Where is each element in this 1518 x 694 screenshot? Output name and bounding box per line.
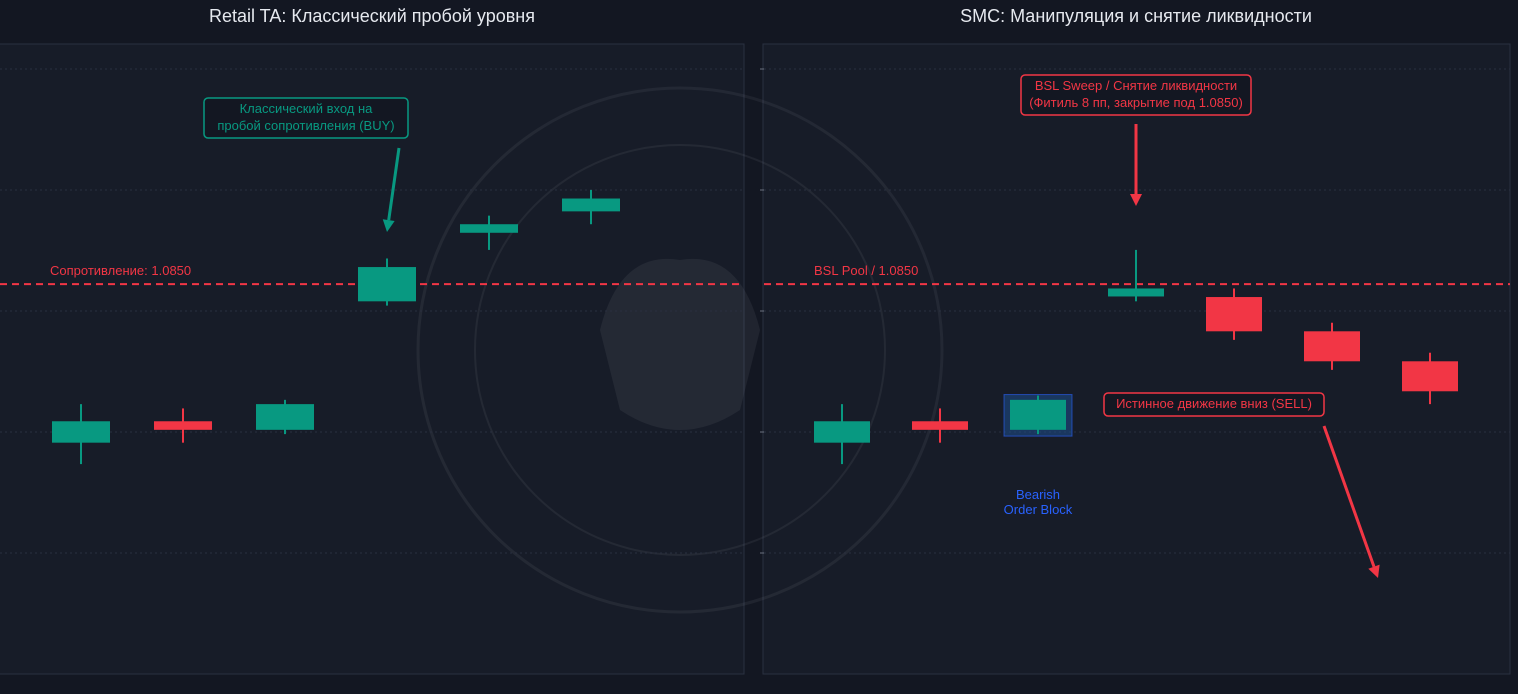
annotation: Классический вход на пробой сопротивления… <box>203 97 409 232</box>
candle-body <box>1206 297 1262 332</box>
order-block-label: Bearish <box>1016 487 1060 502</box>
right-grid <box>760 68 1510 554</box>
annotation-text: пробой сопротивления (BUY) <box>217 118 394 133</box>
candle <box>562 189 620 225</box>
candle-body <box>1108 288 1164 297</box>
annotation-arrow <box>1322 425 1376 568</box>
level-label: Сопротивление: 1.0850 <box>50 263 191 278</box>
left-grid <box>0 68 744 554</box>
candle <box>358 258 416 306</box>
candle-body <box>256 404 314 430</box>
annotation-box <box>1103 392 1325 417</box>
watermark-logo <box>416 86 944 614</box>
left-panel-background <box>0 43 745 675</box>
candle-body <box>814 421 870 443</box>
candle-body <box>52 421 110 443</box>
left-candles <box>52 189 620 465</box>
annotation-text: BSL Sweep / Снятие ликвидности <box>1035 78 1237 93</box>
candle <box>1304 322 1360 370</box>
candle <box>1206 288 1262 340</box>
annotations: Классический вход на пробой сопротивления… <box>203 74 1380 578</box>
annotation-text: (Фитиль 8 пп, закрытие под 1.0850) <box>1029 95 1243 110</box>
order-block-label: Order Block <box>1004 502 1073 517</box>
annotation-box <box>203 97 409 139</box>
annotation-arrow <box>387 147 401 221</box>
candle <box>912 408 968 443</box>
candle <box>52 404 110 465</box>
annotation-text: Истинное движение вниз (SELL) <box>1116 396 1312 411</box>
candle-body <box>1402 361 1458 392</box>
candle-body <box>1010 399 1066 430</box>
annotation-text: Классический вход на <box>240 101 374 116</box>
arrow-head <box>382 219 395 232</box>
candle-body <box>154 421 212 430</box>
right-chart-title: SMC: Манипуляция и снятие ликвидности <box>960 6 1312 26</box>
arrow-head <box>1368 564 1380 578</box>
candle <box>154 408 212 443</box>
level-label: BSL Pool / 1.0850 <box>814 263 918 278</box>
candle <box>1010 395 1066 435</box>
candle-body <box>460 224 518 233</box>
left-chart-title: Retail TA: Классический пробой уровня <box>208 6 535 26</box>
candle <box>460 215 518 250</box>
candle-body <box>358 267 416 302</box>
annotation: BSL Sweep / Снятие ликвидности (Фитиль 8 … <box>1020 74 1252 206</box>
candle <box>1402 352 1458 405</box>
candle-body <box>912 421 968 430</box>
right-candles <box>814 249 1458 465</box>
arrow-head <box>1130 194 1142 206</box>
candle <box>814 404 870 465</box>
candle-body <box>562 198 620 212</box>
annotation-box <box>1020 74 1252 116</box>
candle <box>256 399 314 435</box>
candle-body <box>1304 331 1360 362</box>
candle <box>1108 249 1164 302</box>
annotation: Истинное движение вниз (SELL) <box>1103 392 1380 578</box>
